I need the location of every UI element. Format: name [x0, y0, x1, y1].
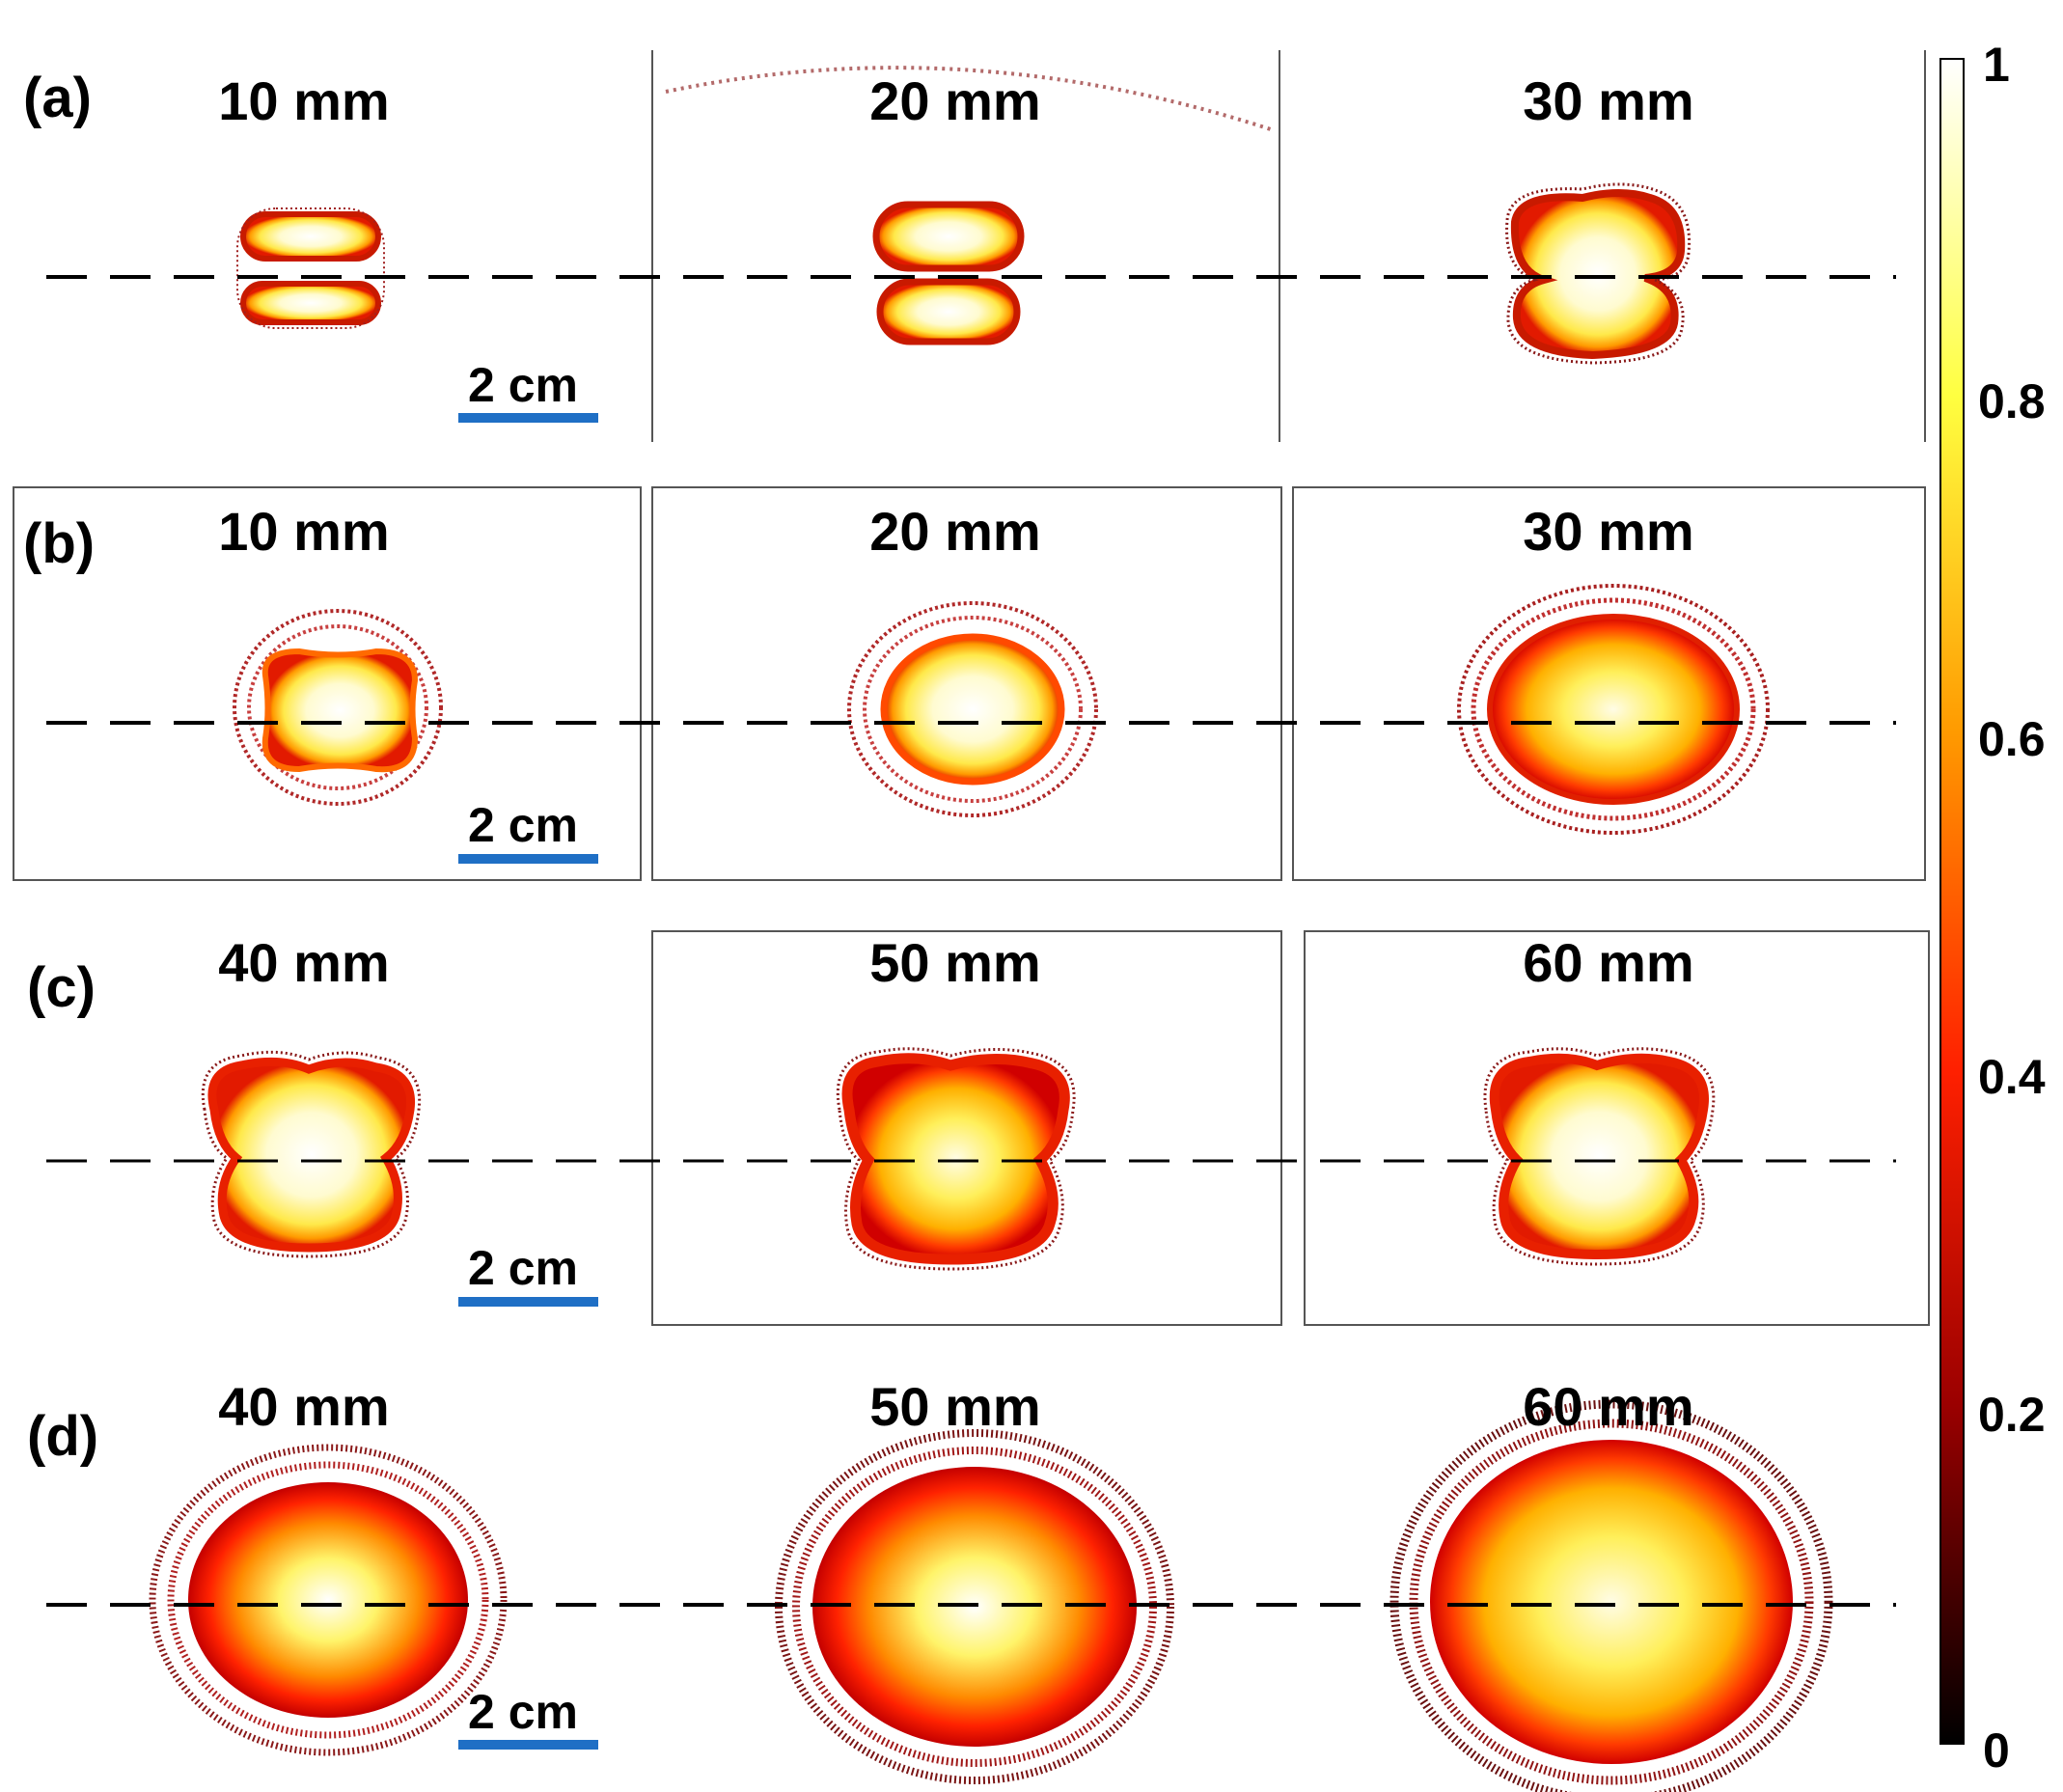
- colorbar-tick-0: 0: [1983, 1723, 2010, 1778]
- scale-bar-b: [458, 854, 598, 864]
- row-b-frame-1: [13, 486, 642, 881]
- scale-label-a: 2 cm: [468, 358, 578, 412]
- distance-label-d3: 60 mm: [1523, 1376, 1694, 1437]
- beam-spot-b1: [233, 609, 443, 806]
- distance-label-c1: 40 mm: [218, 932, 390, 993]
- distance-label-a2: 20 mm: [869, 70, 1041, 131]
- row-c-frame-2: [651, 930, 1282, 1326]
- row-label-b: (b): [23, 512, 96, 575]
- beam-spot-c1: [201, 1050, 422, 1258]
- colorbar: [1939, 58, 1965, 1745]
- colorbar-tick-1: 1: [1983, 38, 2010, 92]
- beam-spot-a1: [236, 207, 385, 329]
- beam-spot-d1: [149, 1444, 508, 1756]
- row-d-panels: [46, 1399, 1896, 1792]
- beam-spot-c2: [836, 1047, 1076, 1271]
- scale-label-b: 2 cm: [468, 798, 578, 852]
- row-b-frame-2: [651, 486, 1282, 881]
- colorbar-tick-0.4: 0.4: [1978, 1050, 2046, 1104]
- distance-label-a3: 30 mm: [1523, 70, 1694, 131]
- beam-spot-d3: [1389, 1399, 1833, 1792]
- colorbar-tick-0.6: 0.6: [1978, 712, 2046, 766]
- row-label-a: (a): [23, 67, 92, 129]
- row-b-frame-3: [1292, 486, 1926, 881]
- scale-bar-d: [458, 1740, 598, 1750]
- row-a-arc-artifact: [665, 66, 1275, 132]
- row-label-c: (c): [27, 956, 96, 1019]
- distance-label-b2: 20 mm: [869, 501, 1041, 562]
- colorbar-tick-0.8: 0.8: [1978, 374, 2046, 428]
- row-c-frame-3: [1304, 930, 1930, 1326]
- scale-bar-c: [458, 1297, 598, 1307]
- colorbar-tick-0.2: 0.2: [1978, 1388, 2046, 1442]
- row-a-panels: [46, 50, 1926, 442]
- distance-label-c3: 60 mm: [1523, 932, 1694, 993]
- distance-label-a1: 10 mm: [218, 70, 390, 131]
- beam-spot-c3: [1483, 1047, 1716, 1266]
- row-label-d: (d): [27, 1405, 99, 1468]
- scale-bar-a: [458, 413, 598, 423]
- beam-spot-b3: [1457, 584, 1770, 835]
- scale-label-c: 2 cm: [468, 1241, 578, 1295]
- distance-label-d1: 40 mm: [218, 1376, 390, 1437]
- scale-label-d: 2 cm: [468, 1685, 578, 1739]
- beam-spot-a2: [872, 201, 1025, 345]
- beam-spot-b2: [847, 601, 1098, 817]
- row-b-panels: [13, 486, 1926, 881]
- distance-label-b3: 30 mm: [1523, 501, 1694, 562]
- distance-label-b1: 10 mm: [218, 501, 390, 562]
- distance-label-c2: 50 mm: [869, 932, 1041, 993]
- distance-label-d2: 50 mm: [869, 1376, 1041, 1437]
- beam-spot-a3: [1505, 182, 1692, 365]
- row-c-panels: [46, 930, 1930, 1326]
